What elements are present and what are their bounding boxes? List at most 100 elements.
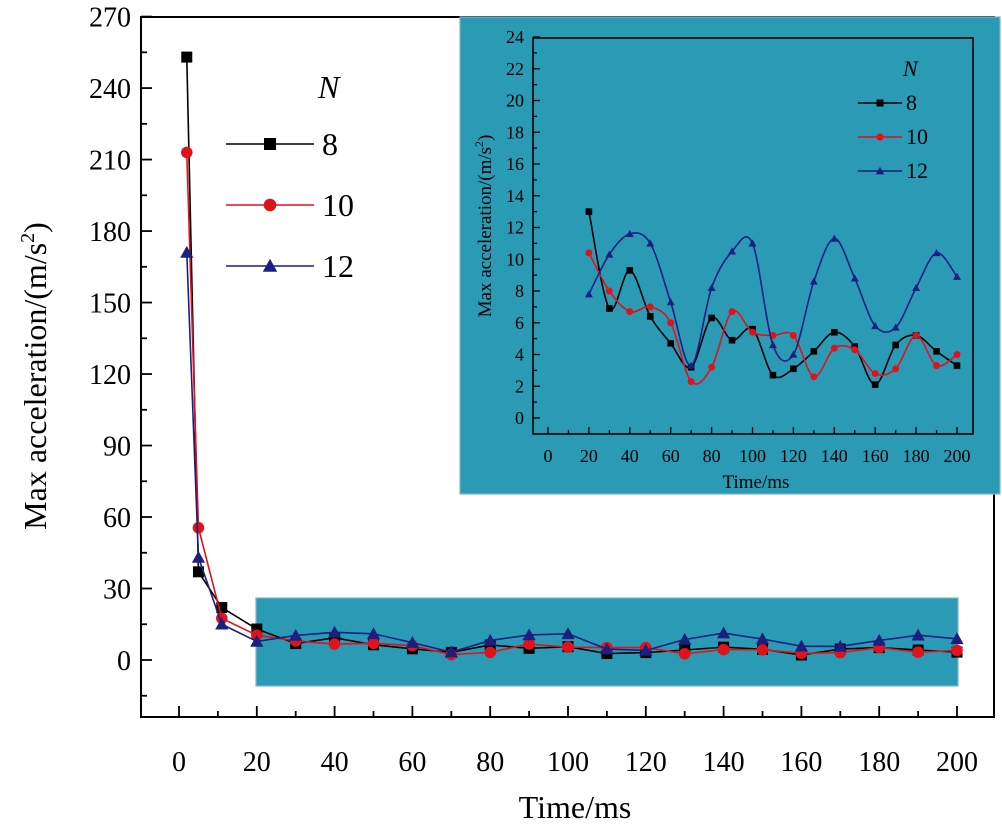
inset-legend-entry-8: 8 [858, 90, 917, 115]
inset-data-point [810, 348, 818, 355]
main-x-tick-label: 100 [547, 747, 589, 778]
main-x-tick-label: 80 [476, 747, 504, 778]
inset-data-point [809, 277, 818, 285]
main-x-axis-label: Time/ms [519, 789, 632, 825]
inset-data-point [707, 283, 716, 291]
inset-data-point [789, 350, 798, 358]
main-data-point [250, 634, 264, 647]
inset-data-point [933, 348, 940, 355]
inset-data-point [892, 365, 900, 373]
inset-data-point [953, 351, 961, 358]
main-data-point [366, 627, 381, 640]
inset-data-point [891, 323, 900, 331]
main-x-tick-label: 140 [703, 747, 745, 778]
main-data-point [367, 637, 380, 650]
inset-data-point [605, 250, 614, 258]
inset-y-tick-label: 20 [506, 91, 524, 111]
inset-x-tick-label: 60 [662, 446, 680, 466]
main-y-tick-label: 240 [89, 74, 131, 105]
inset-x-tick-label: 80 [703, 446, 721, 466]
main-y-tick-label: 210 [89, 146, 131, 177]
main-y-tick-label: 150 [89, 289, 131, 320]
inset-data-point [912, 331, 920, 339]
inset-data-point [850, 274, 859, 282]
main-legend-marker [262, 258, 278, 272]
inset-series-12 [584, 229, 961, 369]
inset-legend-marker [876, 99, 884, 107]
inset-y-axis-label-exponent: 2 [472, 141, 486, 147]
inset-data-point [830, 344, 838, 352]
inset-legend-label: 10 [906, 124, 928, 149]
main-data-point [444, 645, 458, 658]
inset-data-point [585, 249, 593, 257]
main-data-point [192, 566, 204, 578]
main-data-point [756, 643, 769, 656]
main-x-tick-label: 20 [243, 747, 271, 778]
main-data-point [328, 638, 341, 650]
inset-y-tick-label: 8 [515, 281, 524, 301]
inset-data-point [625, 229, 634, 238]
inset-y-axis-label: Max acceleration/(m/s2) [472, 135, 496, 318]
inset-legend-marker [876, 133, 884, 141]
inset-data-point [646, 313, 654, 320]
main-data-point [192, 521, 205, 534]
main-data-point [911, 628, 925, 641]
inset-y-tick-label: 22 [506, 59, 524, 79]
inset-data-point [626, 308, 634, 316]
inset-data-point [708, 314, 715, 322]
inset-y-tick-label: 10 [506, 249, 524, 269]
main-legend-label: 12 [322, 248, 354, 284]
inset-legend-entry-10: 10 [858, 124, 928, 149]
inset-data-point [871, 370, 879, 378]
inset-x-tick-label: 140 [821, 446, 848, 466]
inset-data-point [666, 298, 675, 306]
inset-y-tick-label: 0 [515, 408, 524, 428]
inset-y-tick-label: 18 [506, 122, 524, 142]
inset-data-point [728, 247, 737, 255]
inset-data-point [708, 363, 716, 371]
inset-data-point [790, 365, 797, 373]
inset-data-point [932, 248, 941, 257]
inset-data-point [851, 346, 859, 354]
main-data-point [950, 632, 964, 645]
inset-x-tick-label: 20 [580, 446, 598, 466]
inset-data-point [728, 336, 736, 344]
inset-data-point [871, 381, 879, 388]
inset-data-point [585, 208, 593, 215]
main-data-point [181, 51, 193, 63]
inset-data-point [584, 290, 593, 298]
inset-legend-label: 12 [906, 158, 928, 183]
main-data-point [522, 628, 536, 641]
inset-data-point [748, 239, 757, 247]
inset-y-tick-label: 14 [506, 186, 524, 206]
inset-x-tick-label: 0 [544, 446, 553, 466]
main-series-12 [180, 245, 964, 658]
main-data-point [484, 646, 496, 659]
main-y-tick-label: 30 [103, 575, 131, 606]
inset-x-tick-label: 160 [862, 446, 889, 466]
inset-x-tick-label: 200 [944, 446, 971, 466]
main-data-point [717, 626, 731, 639]
inset-data-point [831, 328, 838, 336]
main-data-point [951, 644, 963, 657]
inset-data-point [728, 308, 736, 316]
main-y-tick-label: 60 [103, 503, 131, 534]
inset-y-tick-label: 6 [515, 313, 524, 333]
main-data-point [523, 638, 535, 650]
inset-data-point [646, 239, 655, 247]
inset-data-point [768, 341, 777, 349]
main-data-point [872, 633, 886, 646]
inset-data-point [646, 303, 654, 311]
inset-y-tick-label: 16 [506, 154, 524, 174]
inset-data-point [687, 361, 696, 369]
main-data-point [678, 632, 692, 645]
main-data-point [215, 617, 229, 630]
main-data-point [600, 642, 614, 655]
inset-data-point [605, 287, 613, 295]
inset-data-point [912, 283, 921, 291]
inset-x-tick-label: 180 [903, 446, 930, 466]
inset-x-tick-label: 120 [780, 446, 807, 466]
main-data-point [180, 245, 194, 258]
main-y-tick-label: 0 [117, 646, 131, 677]
